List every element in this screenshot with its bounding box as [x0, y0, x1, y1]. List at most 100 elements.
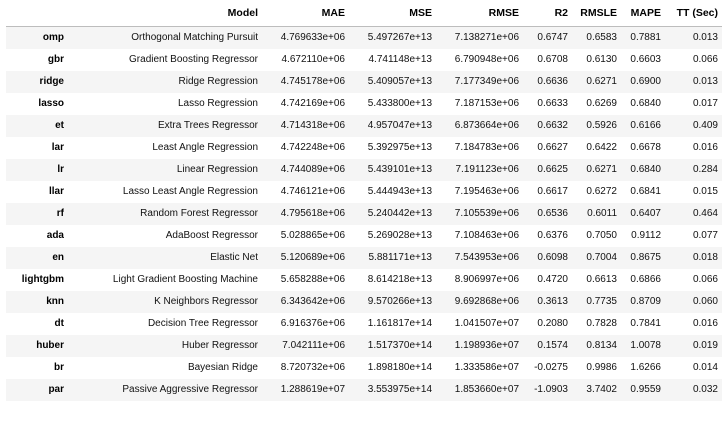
table-row: omp Orthogonal Matching Pursuit 4.769633e+… — [6, 26, 722, 49]
rmse-cell: 1.853660e+07 — [454, 384, 519, 395]
rmse-cell: 7.108463e+06 — [454, 230, 519, 241]
r2-cell: 0.6636 — [537, 76, 568, 87]
r2-cell: -1.0903 — [534, 384, 568, 395]
model-cell: Least Angle Regression — [152, 142, 258, 153]
tt-sec-cell: 0.066 — [692, 54, 718, 65]
tt-sec-cell: 0.018 — [692, 252, 718, 263]
mape-cell: 0.6840 — [630, 164, 661, 175]
rmse-cell: 7.105539e+06 — [454, 208, 519, 219]
row-index-label: br — [54, 362, 64, 373]
table-row: br Bayesian Ridge 8.720732e+06 1.898180e+14… — [6, 356, 722, 379]
r2-cell: 0.6536 — [537, 208, 568, 219]
model-cell: Lasso Regression — [177, 98, 258, 109]
rmsle-cell: 0.7004 — [586, 252, 617, 263]
r2-cell: 0.6627 — [537, 142, 568, 153]
rmsle-cell: 0.7050 — [586, 230, 617, 241]
tt-sec-cell: 0.016 — [692, 142, 718, 153]
table-header: Model MAE MSE RMSE R2 RMSLE MAPE TT (Sec… — [6, 0, 722, 27]
tt-sec-cell: 0.016 — [692, 318, 718, 329]
tt-sec-cell: 0.013 — [692, 76, 718, 87]
rmsle-cell: 0.6011 — [587, 208, 617, 219]
mse-cell: 5.444943e+13 — [367, 186, 432, 197]
r2-cell: 0.6625 — [537, 164, 568, 175]
rmsle-cell: 0.6271 — [586, 164, 617, 175]
mse-cell: 1.517370e+14 — [367, 340, 432, 351]
rmse-cell: 7.543953e+06 — [454, 252, 519, 263]
mae-cell: 8.720732e+06 — [280, 362, 345, 373]
mape-cell: 0.8709 — [630, 296, 661, 307]
table-row: en Elastic Net 5.120689e+06 5.881171e+13 7.5… — [6, 246, 722, 269]
mae-cell: 4.742248e+06 — [280, 142, 345, 153]
model-comparison-table-container: Model MAE MSE RMSE R2 RMSLE MAPE TT (Sec… — [6, 0, 727, 401]
mae-cell: 6.343642e+06 — [280, 296, 345, 307]
mae-cell: 4.769633e+06 — [280, 32, 345, 44]
tt-sec-cell: 0.077 — [692, 230, 718, 241]
row-index-label: huber — [36, 340, 64, 351]
tt-sec-cell: 0.014 — [692, 362, 718, 373]
r2-cell: 0.6708 — [537, 54, 568, 65]
rmsle-cell: 0.7735 — [586, 296, 617, 307]
model-cell: Elastic Net — [210, 252, 258, 263]
mae-cell: 4.742169e+06 — [280, 98, 345, 109]
mse-cell: 5.392975e+13 — [367, 142, 432, 153]
r2-cell: 0.6633 — [537, 98, 568, 109]
mse-cell: 1.161817e+14 — [367, 318, 432, 329]
row-index-label: knn — [46, 296, 64, 307]
mse-cell: 9.570266e+13 — [367, 296, 432, 307]
model-cell: Light Gradient Boosting Machine — [112, 274, 258, 285]
mse-cell: 5.409057e+13 — [367, 76, 432, 87]
tt-sec-cell: 0.409 — [692, 120, 718, 131]
rmsle-cell: 0.6272 — [586, 186, 617, 197]
model-cell: Lasso Least Angle Regression — [122, 186, 258, 197]
r2-cell: 0.6632 — [537, 120, 568, 131]
rmse-cell: 6.873664e+06 — [454, 120, 519, 131]
mape-cell: 0.6678 — [630, 142, 661, 153]
model-cell: Orthogonal Matching Pursuit — [131, 32, 258, 44]
rmse-cell: 7.187153e+06 — [454, 98, 519, 109]
table-row: llar Lasso Least Angle Regression 4.746121… — [6, 180, 722, 203]
row-index-label: llar — [48, 186, 64, 197]
mse-cell: 4.741148e+13 — [368, 54, 433, 65]
row-index-label: lasso — [38, 98, 64, 109]
mape-cell: 1.0078 — [630, 340, 661, 351]
rmse-cell: 7.184783e+06 — [454, 142, 519, 153]
rmsle-cell: 0.6613 — [586, 274, 617, 285]
rmsle-cell: 0.7828 — [586, 318, 617, 329]
r2-cell: 0.4720 — [537, 274, 568, 285]
rmse-cell: 7.191123e+06 — [455, 164, 520, 175]
row-index-label: lr — [57, 164, 64, 175]
model-cell: AdaBoost Regressor — [165, 230, 258, 241]
model-cell: Bayesian Ridge — [187, 362, 258, 373]
mae-cell: 5.120689e+06 — [280, 252, 345, 263]
mape-cell: 0.6866 — [630, 274, 661, 285]
mae-cell: 6.916376e+06 — [280, 318, 345, 329]
row-index-label: et — [55, 120, 64, 131]
model-cell: K Neighbors Regressor — [154, 296, 258, 307]
mape-cell: 0.7841 — [630, 318, 661, 329]
model-cell: Linear Regression — [176, 164, 258, 175]
index-header — [6, 0, 68, 27]
rmse-cell: 8.906997e+06 — [454, 274, 519, 285]
rmsle-cell: 0.9986 — [586, 362, 617, 373]
r2-cell: 0.6617 — [537, 186, 568, 197]
mae-cell: 4.745178e+06 — [280, 76, 345, 87]
mape-cell: 0.6407 — [630, 208, 661, 219]
mse-cell: 8.614218e+13 — [367, 274, 432, 285]
mse-cell: 4.957047e+13 — [367, 120, 432, 131]
r2-cell: 0.1574 — [537, 340, 568, 351]
mae-cell: 4.746121e+06 — [280, 186, 345, 197]
mape-cell: 0.8675 — [630, 252, 661, 263]
rmse-cell: 6.790948e+06 — [454, 54, 519, 65]
table-row: ridge Ridge Regression 4.745178e+06 5.40905… — [6, 70, 722, 93]
mape-cell: 0.6166 — [630, 120, 661, 131]
table-row: lightgbm Light Gradient Boosting Machine 5… — [6, 268, 722, 291]
mae-cell: 4.795618e+06 — [280, 208, 345, 219]
model-comparison-table: Model MAE MSE RMSE R2 RMSLE MAPE TT (Sec… — [6, 0, 722, 401]
rmsle-cell: 3.7402 — [586, 384, 617, 395]
model-cell: Gradient Boosting Regressor — [129, 54, 258, 65]
tt-sec-cell: 0.284 — [692, 164, 718, 175]
rmse-cell: 7.177349e+06 — [454, 76, 519, 87]
mape-cell: 0.7881 — [630, 32, 661, 44]
model-cell: Random Forest Regressor — [140, 208, 258, 219]
mse-cell: 5.497267e+13 — [367, 32, 432, 44]
